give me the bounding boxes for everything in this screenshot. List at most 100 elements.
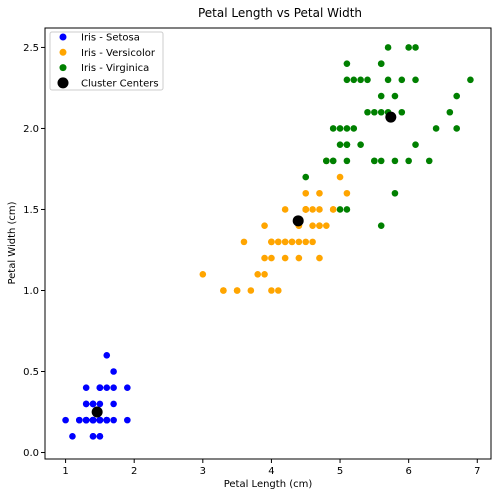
legend-label-1: Iris - Versicolor <box>81 48 156 59</box>
point-series-2-30 <box>412 141 419 148</box>
point-series-1-29 <box>233 287 241 294</box>
x-axis-label: Petal Length (cm) <box>224 479 313 490</box>
x-tick-label-3: 4 <box>268 466 274 477</box>
point-series-0-13 <box>69 433 76 440</box>
point-series-1-43 <box>220 287 227 294</box>
point-series-2-12 <box>371 108 378 116</box>
point-series-2-38 <box>323 157 330 165</box>
point-series-1-26 <box>323 222 330 229</box>
point-series-1-11 <box>281 206 289 213</box>
point-series-0-23 <box>110 368 117 375</box>
point-series-2-2 <box>398 108 406 116</box>
point-series-2-17 <box>453 92 460 100</box>
legend-label-0: Iris - Setosa <box>81 33 140 44</box>
x-tick-label-6: 7 <box>474 466 480 477</box>
point-series-2-6 <box>302 173 310 181</box>
point-series-1-47 <box>288 238 296 246</box>
x-tick-label-5: 6 <box>405 466 411 477</box>
point-series-0-31 <box>96 384 104 392</box>
point-series-0-22 <box>62 416 69 424</box>
point-series-2-13 <box>336 125 344 132</box>
point-series-1-34 <box>302 206 310 213</box>
legend-label-2: Iris - Virginica <box>81 63 149 74</box>
point-series-2-0 <box>405 44 412 51</box>
point-series-1-39 <box>268 238 275 246</box>
x-axis: 1 2 3 4 5 6 7 <box>62 459 480 477</box>
point-series-1-45 <box>281 254 289 262</box>
point-series-1-23 <box>316 254 323 262</box>
point-series-0-37 <box>89 433 97 440</box>
point-series-1-14 <box>240 238 248 246</box>
point-series-2-15 <box>357 76 364 84</box>
point-series-0-5 <box>110 384 117 392</box>
legend-marker-0 <box>59 33 67 41</box>
point-series-2-11 <box>357 141 364 148</box>
point-series-2-20 <box>384 76 392 84</box>
legend-marker-3 <box>57 77 69 89</box>
point-series-0-43 <box>103 352 111 359</box>
cluster-center-1 <box>292 215 304 227</box>
point-series-0-46 <box>103 416 111 424</box>
point-series-2-10 <box>343 125 351 132</box>
legend-box <box>49 31 164 91</box>
point-series-1-30 <box>254 270 262 278</box>
point-series-2-37 <box>371 157 378 165</box>
point-series-2-34 <box>377 222 385 229</box>
point-series-0-19 <box>96 400 104 408</box>
point-series-0-45 <box>89 400 97 408</box>
point-series-2-40 <box>377 60 385 67</box>
x-tick-label-4: 5 <box>337 466 343 477</box>
point-series-1-9 <box>261 222 268 229</box>
y-tick-label-5: 2.5 <box>23 43 39 54</box>
point-series-0-26 <box>103 384 111 392</box>
point-series-1-19 <box>261 270 268 278</box>
point-series-1-33 <box>343 189 351 197</box>
point-series-2-43 <box>398 76 406 84</box>
legend: Iris - Setosa Iris - Versicolor Iris - Vir… <box>49 31 164 91</box>
point-series-2-49 <box>343 157 351 165</box>
point-series-2-19 <box>336 206 344 213</box>
point-series-2-4 <box>391 92 399 100</box>
legend-marker-2 <box>59 64 67 72</box>
point-series-1-12 <box>268 287 275 294</box>
plot-frame <box>44 27 492 460</box>
point-series-2-7 <box>425 157 433 165</box>
point-series-2-39 <box>364 108 371 116</box>
point-series-2-22 <box>453 125 460 132</box>
y-axis-label: Petal Width (cm) <box>7 201 18 284</box>
point-series-1-8 <box>309 238 316 246</box>
point-series-2-25 <box>405 157 412 165</box>
point-series-2-48 <box>364 76 371 84</box>
y-tick-label-3: 1.5 <box>23 205 39 216</box>
point-series-1-32 <box>261 254 268 262</box>
point-series-0-48 <box>96 416 104 424</box>
point-series-1-35 <box>302 189 310 197</box>
x-tick-label-1: 2 <box>131 466 137 477</box>
point-series-0-24 <box>124 416 131 424</box>
point-series-1-27 <box>336 173 344 181</box>
y-tick-label-2: 1.0 <box>23 286 39 297</box>
point-series-1-22 <box>329 206 337 213</box>
point-series-1-49 <box>274 238 282 246</box>
point-series-2-21 <box>329 125 337 132</box>
y-axis: 0.0 0.5 1.0 1.5 2.0 2.5 <box>23 43 45 459</box>
legend-label-3: Cluster Centers <box>81 78 159 89</box>
legend-marker-1 <box>59 48 67 56</box>
cluster-center-0 <box>91 406 103 418</box>
point-series-2-31 <box>432 125 440 132</box>
point-series-2-9 <box>412 44 419 51</box>
point-series-0-35 <box>76 416 83 424</box>
chart-title: Petal Length vs Petal Width <box>198 6 362 20</box>
point-series-2-44 <box>384 44 392 51</box>
point-series-2-42 <box>343 141 351 148</box>
y-tick-label-0: 0.0 <box>23 448 39 459</box>
point-series-2-28 <box>377 108 385 116</box>
point-series-2-18 <box>467 76 474 84</box>
point-series-0-16 <box>82 384 90 392</box>
point-series-0-42 <box>82 416 90 424</box>
point-series-1-40 <box>295 254 303 262</box>
point-series-1-41 <box>309 222 316 229</box>
point-series-2-14 <box>343 60 351 67</box>
point-series-2-45 <box>350 76 358 84</box>
